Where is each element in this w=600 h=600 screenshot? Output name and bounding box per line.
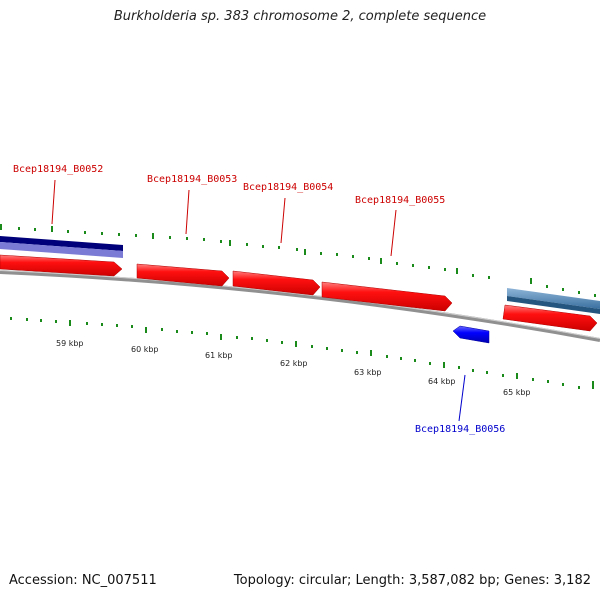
scale-label-64: 64 kbp [428, 377, 456, 386]
gene-arrow-b0054[interactable] [232, 270, 321, 296]
leader-line-b0055 [390, 209, 397, 257]
map-title: Burkholderia sp. 383 chromosome 2, compl… [113, 9, 487, 24]
genome-backbone-highlight [0, 270, 600, 339]
scale-label-65: 65 kbp [503, 388, 531, 397]
feature-bar-left[interactable] [0, 236, 123, 258]
leader-line-b0052 [51, 179, 56, 225]
gene-label-b0056[interactable]: Bcep18194_B0056 [415, 424, 505, 435]
scale-label-62: 62 kbp [280, 359, 308, 368]
forward-tick-track [0, 224, 596, 297]
sequence-summary: Topology: circular; Length: 3,587,082 bp… [233, 573, 591, 588]
scale-label-60: 60 kbp [131, 345, 159, 354]
gene-arrow-b0055[interactable] [321, 281, 453, 312]
gene-label-b0053[interactable]: Bcep18194_B0053 [147, 174, 237, 185]
accession-text: Accession: NC_007511 [9, 573, 157, 588]
gene-arrow-b0053[interactable] [136, 263, 230, 287]
gene-arrow-b0056[interactable] [452, 325, 490, 344]
gene-arrow-right[interactable] [502, 304, 598, 332]
scale-label-59: 59 kbp [56, 339, 84, 348]
leader-line-b0056 [458, 374, 466, 422]
gene-label-b0055[interactable]: Bcep18194_B0055 [355, 195, 445, 206]
leader-line-b0054 [280, 197, 286, 244]
gene-label-b0054[interactable]: Bcep18194_B0054 [243, 182, 333, 193]
scale-label-63: 63 kbp [354, 368, 382, 377]
feature-bar-right[interactable] [507, 288, 600, 314]
gene-label-b0052[interactable]: Bcep18194_B0052 [13, 164, 103, 175]
reverse-tick-track [10, 317, 594, 389]
gene-arrow-b0052[interactable] [0, 254, 123, 277]
leader-line-b0053 [185, 189, 190, 235]
genome-backbone [0, 270, 600, 342]
scale-label-61: 61 kbp [205, 351, 233, 360]
